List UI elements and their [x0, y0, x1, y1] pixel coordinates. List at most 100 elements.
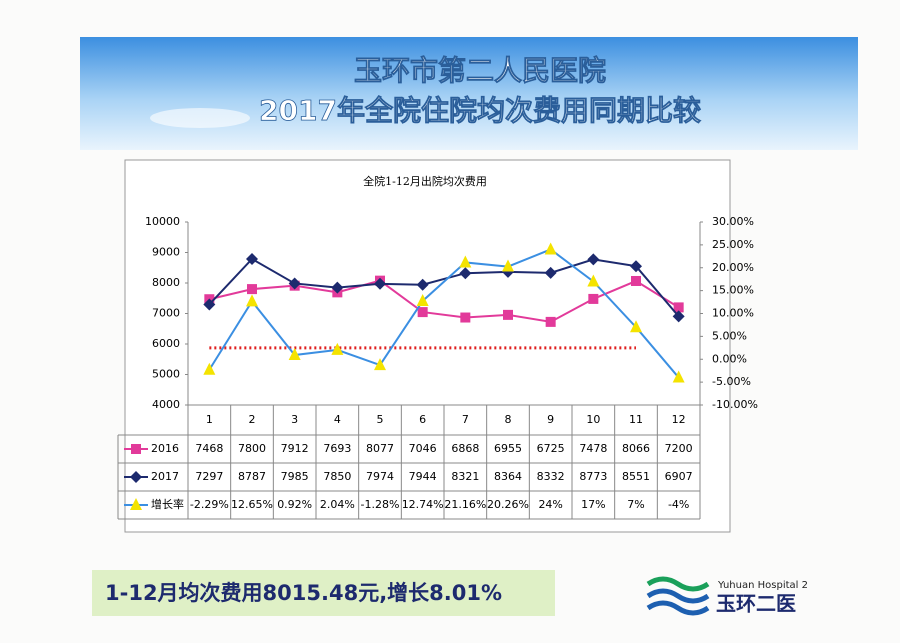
series-line	[209, 279, 680, 323]
table-value: 24%	[538, 498, 562, 511]
x-tick-label: 5	[377, 413, 384, 426]
legend-key	[130, 498, 142, 510]
point	[374, 277, 386, 290]
point	[544, 242, 557, 255]
logo-wave	[646, 588, 710, 604]
point	[459, 255, 472, 268]
series-line	[208, 257, 680, 317]
y-tick-label: 7000	[152, 307, 180, 320]
table-value: 8773	[579, 470, 607, 483]
point	[502, 259, 514, 272]
table-value: 21.16%	[444, 498, 486, 511]
table-value: 8332	[537, 470, 565, 483]
legend-key	[131, 444, 141, 454]
x-tick-label: 7	[462, 413, 469, 426]
x-tick-label: 11	[629, 413, 643, 426]
point	[374, 358, 386, 371]
table-value: 8551	[622, 470, 650, 483]
table-value: 20.26%	[487, 498, 529, 511]
point	[630, 260, 642, 273]
legend-label: 2016	[151, 442, 179, 455]
point	[203, 362, 216, 375]
point	[247, 284, 257, 295]
legend-key	[130, 471, 142, 483]
legend-label: 增长率	[151, 497, 184, 511]
summary: 1-12月均次费用8015.48元,增长8.01%	[105, 581, 502, 605]
table-value: 6955	[494, 442, 522, 455]
table-value: 7985	[281, 470, 309, 483]
summary-box	[92, 570, 555, 616]
table-value: 12.74%	[402, 498, 444, 511]
chart-frame	[124, 159, 731, 533]
y2-tick-label: -5.00%	[712, 375, 751, 388]
logo-english: Yuhuan Hospital 2	[717, 580, 808, 591]
point	[672, 310, 685, 323]
point	[545, 316, 556, 327]
point	[331, 281, 344, 294]
table-value: -4%	[668, 498, 689, 511]
table-value: -1.28%	[361, 498, 400, 511]
table-value: 7046	[409, 442, 437, 455]
table-value: 17%	[581, 498, 605, 511]
table-value: 8066	[622, 442, 650, 455]
y2-tick-label: 5.00%	[712, 329, 747, 342]
table-value: 7%	[627, 498, 644, 511]
point	[503, 309, 513, 320]
y-tick-label: 4000	[152, 398, 180, 411]
legend-label: 2017	[151, 470, 179, 483]
y2-tick-label: 25.00%	[712, 238, 754, 251]
point	[673, 302, 684, 313]
point	[331, 342, 344, 355]
table-value: 8321	[451, 470, 479, 483]
point	[587, 253, 600, 266]
y2-tick-label: 30.00%	[712, 215, 754, 228]
y-tick-label: 10000	[145, 215, 180, 228]
series-line	[208, 248, 680, 379]
table-value: 7200	[665, 442, 693, 455]
point	[416, 278, 429, 291]
y2-tick-label: 0.00%	[712, 352, 747, 365]
point	[288, 277, 301, 290]
x-tick-label: 10	[586, 413, 600, 426]
table-value: 7912	[281, 442, 309, 455]
logo-wave	[646, 576, 710, 592]
y2-tick-label: 15.00%	[712, 284, 754, 297]
x-tick-label: 8	[505, 413, 512, 426]
point	[416, 293, 429, 306]
banner-subtitle: 2017年全院住院均次费用同期比较	[259, 94, 701, 127]
point	[246, 294, 258, 307]
point	[672, 370, 685, 383]
table-value: 2.04%	[320, 498, 355, 511]
x-tick-label: 9	[547, 413, 554, 426]
point	[460, 312, 471, 323]
banner-title: 玉环市第二人民医院	[354, 54, 606, 87]
point	[417, 307, 428, 318]
table-value: -2.29%	[190, 498, 229, 511]
table-value: 6907	[665, 470, 693, 483]
y-tick-label: 9000	[152, 246, 180, 259]
y2-tick-label: 20.00%	[712, 261, 754, 274]
point	[587, 274, 600, 287]
y-tick-label: 6000	[152, 337, 180, 350]
banner	[80, 37, 858, 150]
point	[588, 293, 599, 304]
table-value: 8787	[238, 470, 266, 483]
table-value: 12.65%	[231, 498, 273, 511]
x-tick-label: 3	[291, 413, 298, 426]
table-value: 0.92%	[277, 498, 312, 511]
logo-wave	[646, 600, 710, 616]
table-value: 7944	[409, 470, 437, 483]
table-value: 7974	[366, 470, 394, 483]
table-value: 7800	[238, 442, 266, 455]
table-value: 6725	[537, 442, 565, 455]
point	[631, 275, 641, 286]
logo	[646, 576, 710, 616]
x-tick-label: 6	[419, 413, 426, 426]
logo-chinese: 玉环二医	[716, 592, 796, 616]
splash	[150, 108, 250, 128]
table-value: 6868	[451, 442, 479, 455]
table-value: 7478	[579, 442, 607, 455]
point	[203, 298, 216, 311]
